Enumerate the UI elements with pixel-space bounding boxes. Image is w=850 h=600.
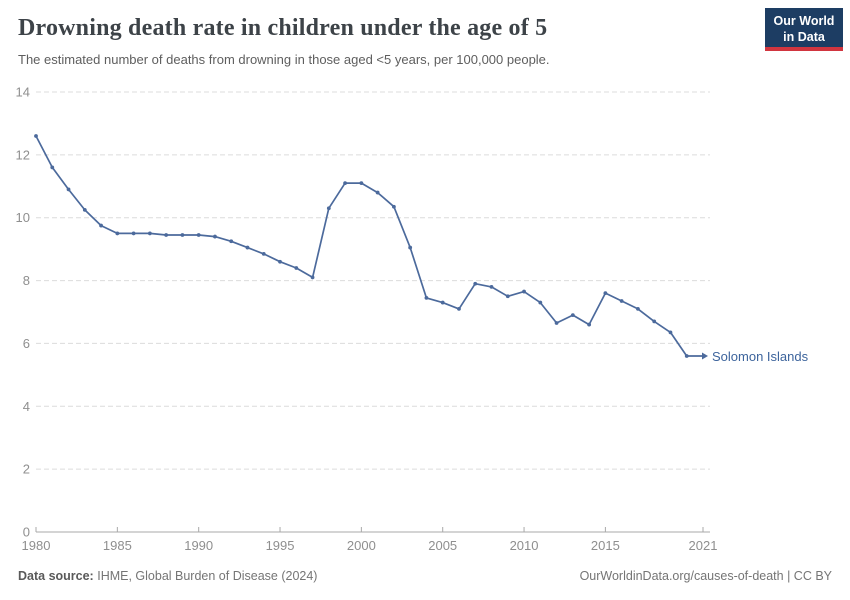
svg-text:0: 0: [23, 525, 30, 540]
svg-text:1995: 1995: [266, 538, 295, 553]
svg-text:2005: 2005: [428, 538, 457, 553]
footer-link[interactable]: OurWorldinData.org/causes-of-death | CC …: [579, 569, 832, 583]
svg-text:2010: 2010: [510, 538, 539, 553]
svg-text:1980: 1980: [22, 538, 51, 553]
svg-text:2015: 2015: [591, 538, 620, 553]
svg-text:4: 4: [23, 399, 30, 414]
owid-logo-line2: in Data: [783, 30, 825, 45]
svg-text:6: 6: [23, 336, 30, 351]
svg-text:12: 12: [16, 147, 30, 162]
data-source-value: IHME, Global Burden of Disease (2024): [97, 569, 318, 583]
data-source-label: Data source:: [18, 569, 94, 583]
svg-text:2021: 2021: [689, 538, 718, 553]
svg-text:14: 14: [16, 85, 30, 100]
svg-text:2000: 2000: [347, 538, 376, 553]
page-title: Drowning death rate in children under th…: [18, 15, 548, 41]
page-subtitle: The estimated number of deaths from drow…: [18, 52, 550, 67]
svg-text:2: 2: [23, 462, 30, 477]
series-label: Solomon Islands: [712, 349, 809, 364]
svg-text:10: 10: [16, 210, 30, 225]
owid-logo-line1: Our World: [773, 14, 835, 28]
owid-logo[interactable]: Our World in Data: [765, 8, 843, 51]
svg-text:1990: 1990: [184, 538, 213, 553]
data-source-note: Data source: IHME, Global Burden of Dise…: [18, 569, 317, 583]
svg-text:8: 8: [23, 273, 30, 288]
svg-text:1985: 1985: [103, 538, 132, 553]
